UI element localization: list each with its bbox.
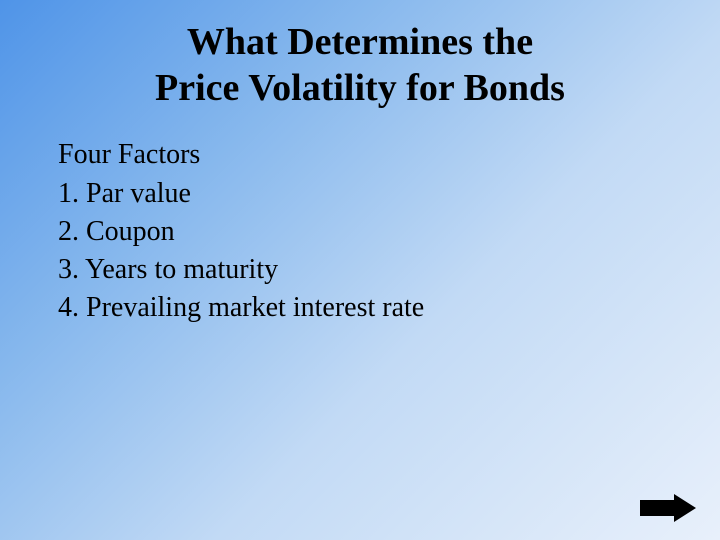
slide-title: What Determines the Price Volatility for… — [60, 20, 660, 111]
title-line-2: Price Volatility for Bonds — [155, 67, 565, 109]
slide-container: What Determines the Price Volatility for… — [0, 0, 720, 540]
content-intro: Four Factors — [58, 139, 720, 171]
title-line-1: What Determines the — [187, 21, 533, 63]
list-item: 1. Par value — [58, 175, 720, 213]
slide-content: Four Factors 1. Par value 2. Coupon 3. Y… — [58, 139, 720, 326]
list-item: 4. Prevailing market interest rate — [58, 289, 720, 327]
list-item: 3. Years to maturity — [58, 251, 720, 289]
next-arrow-icon[interactable] — [640, 494, 696, 522]
list-item: 2. Coupon — [58, 213, 720, 251]
